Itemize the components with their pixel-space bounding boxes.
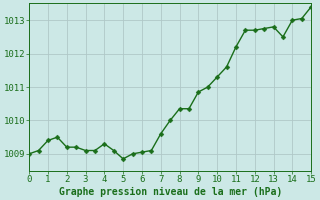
X-axis label: Graphe pression niveau de la mer (hPa): Graphe pression niveau de la mer (hPa) bbox=[59, 186, 282, 197]
